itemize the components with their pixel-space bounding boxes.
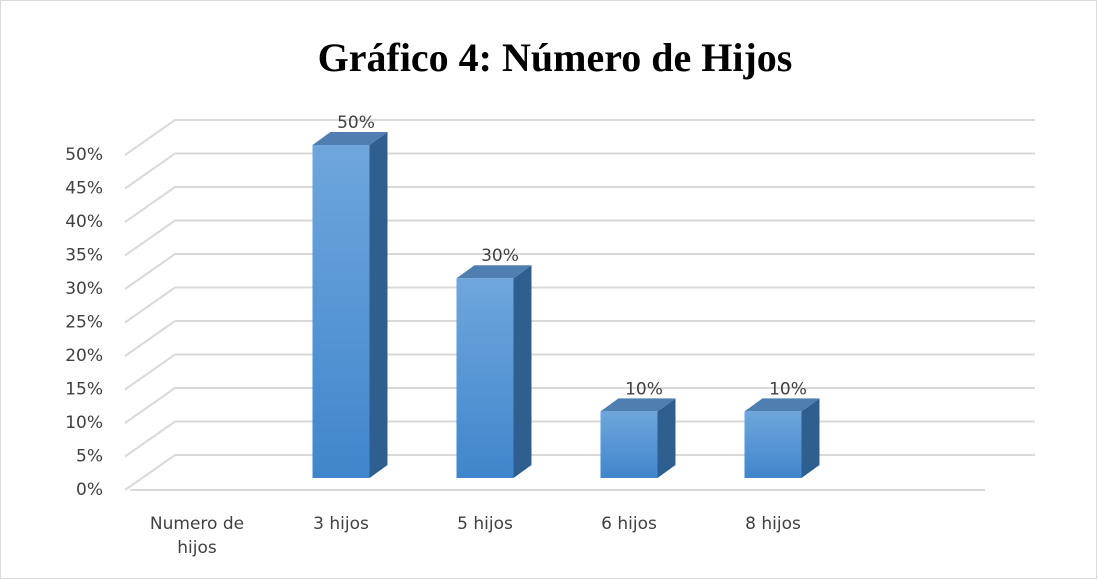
- grid-line: [124, 186, 1035, 223]
- grid-line: [124, 353, 1035, 391]
- bar: [744, 411, 802, 478]
- bar-side: [513, 265, 532, 478]
- chart-title: Gráfico 4: Número de Hijos: [318, 35, 793, 80]
- bar-top: [600, 398, 676, 412]
- y-tick-label: 0%: [76, 480, 103, 500]
- bar: [456, 278, 514, 478]
- bar-side: [657, 398, 676, 478]
- bar-top: [456, 265, 532, 279]
- y-tick-label: 45%: [65, 179, 103, 199]
- y-tick-label: 20%: [65, 346, 103, 366]
- bar: [312, 145, 370, 478]
- data-label: 10%: [769, 379, 807, 399]
- y-tick-label: 30%: [65, 279, 103, 299]
- bar-top: [312, 132, 388, 145]
- bar-top: [744, 398, 820, 412]
- grid-line: [124, 320, 1035, 357]
- x-tick-label: 3 hijos: [313, 514, 369, 534]
- x-tick-label: Numero de hijos: [149, 514, 245, 558]
- grid-line: [124, 119, 1035, 156]
- y-tick-label: 10%: [65, 413, 103, 433]
- y-tick-label: 15%: [65, 380, 103, 400]
- grid-line: [124, 152, 1035, 190]
- x-tick-label: 5 hijos: [457, 514, 513, 534]
- data-label: 50%: [337, 113, 375, 133]
- y-tick-label: 5%: [76, 447, 103, 467]
- data-label: 10%: [625, 379, 663, 399]
- grid-line: [124, 253, 1035, 290]
- bar: [600, 411, 658, 478]
- y-tick-label: 40%: [65, 212, 103, 232]
- grid-line: [124, 219, 1035, 257]
- bar-side: [801, 398, 820, 478]
- x-tick-label: 8 hijos: [745, 514, 801, 534]
- bar-side: [369, 132, 388, 478]
- x-tick-label: 6 hijos: [601, 514, 657, 534]
- grid-line: [124, 286, 1035, 324]
- y-tick-label: 25%: [65, 313, 103, 333]
- y-tick-label: 50%: [65, 145, 103, 165]
- grid-line: [124, 387, 1035, 424]
- data-label: 30%: [481, 246, 519, 266]
- y-tick-label: 35%: [65, 246, 103, 266]
